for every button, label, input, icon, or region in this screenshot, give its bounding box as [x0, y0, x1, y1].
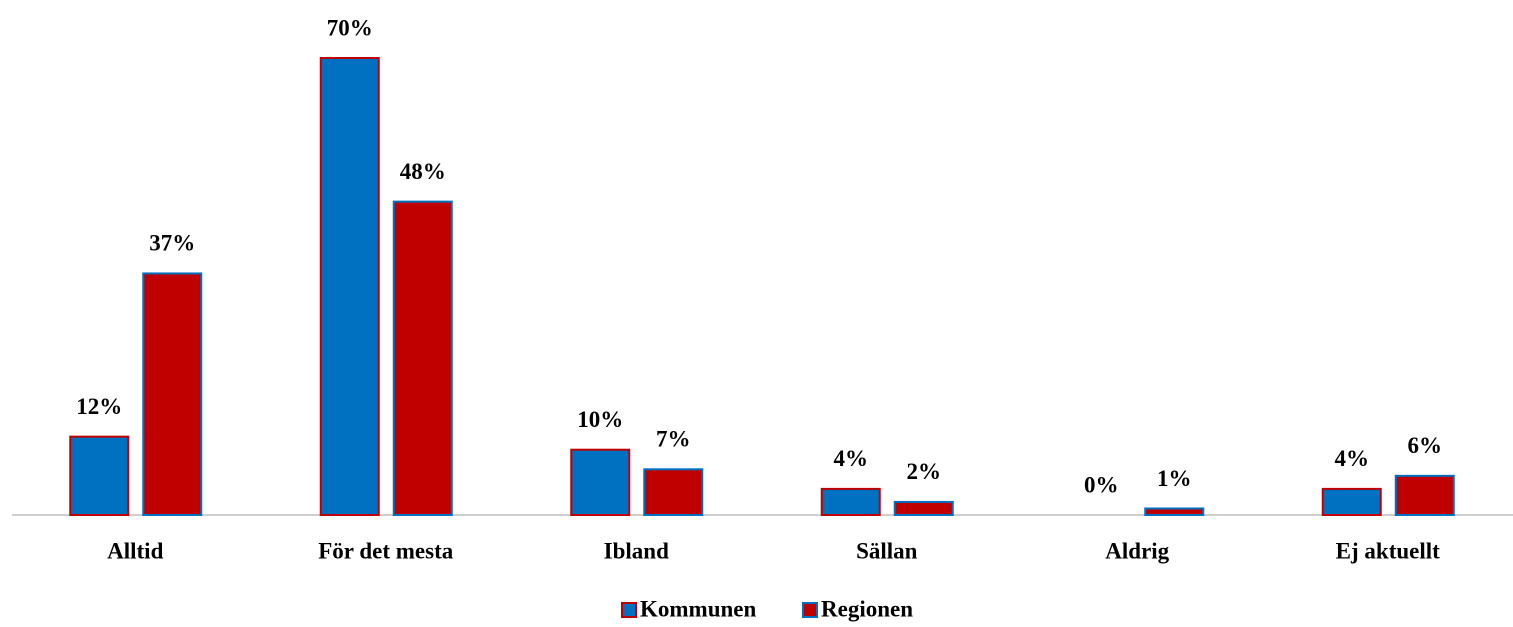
value-label: 7%	[656, 427, 691, 452]
value-label: 0%	[1084, 472, 1119, 497]
value-label: 2%	[907, 459, 942, 484]
bar	[142, 272, 203, 517]
bar	[1144, 507, 1205, 517]
legend-swatch	[802, 602, 818, 618]
bar	[893, 500, 954, 517]
x-tick-label: Sällan	[856, 538, 918, 563]
legend-label: Regionen	[821, 596, 913, 621]
value-label: 1%	[1157, 466, 1192, 491]
value-label: 70%	[327, 15, 373, 40]
value-label: 4%	[1335, 446, 1370, 471]
value-label: 10%	[577, 407, 623, 432]
bar	[392, 200, 453, 516]
bar	[319, 57, 380, 516]
bar	[643, 468, 704, 516]
bar	[570, 448, 631, 517]
x-tick-label: Alltid	[107, 538, 163, 563]
legend-label: Kommunen	[640, 596, 757, 621]
legend-swatch	[621, 602, 637, 618]
x-tick-label: Ej aktuellt	[1336, 538, 1440, 563]
value-label: 48%	[400, 159, 446, 184]
bar	[1321, 487, 1382, 516]
value-label: 4%	[834, 446, 869, 471]
bar	[1394, 474, 1455, 517]
value-label: 12%	[76, 394, 122, 419]
value-label: 37%	[149, 231, 195, 256]
bar	[69, 435, 130, 516]
value-label: 6%	[1408, 433, 1443, 458]
x-tick-label: Ibland	[604, 538, 669, 563]
x-tick-label: För det mesta	[318, 538, 453, 563]
x-tick-label: Aldrig	[1105, 538, 1169, 563]
bar	[820, 487, 881, 516]
